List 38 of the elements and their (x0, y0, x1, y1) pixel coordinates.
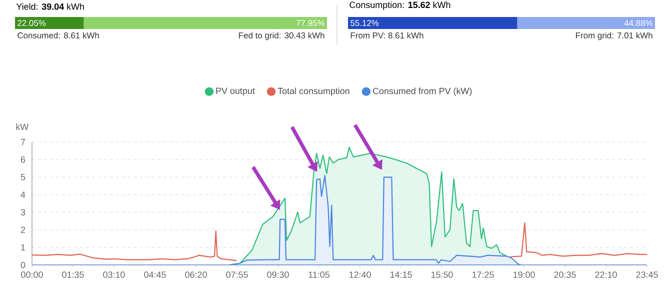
x-tick-label: 15:50 (431, 272, 453, 278)
x-tick-label: 01:35 (62, 272, 84, 278)
data-label: 22.05% (18, 20, 46, 26)
y-tick-label: 3 (20, 209, 26, 216)
text: From PV: 8.61 kWh (350, 32, 424, 38)
x-tick-label: 23:45 (636, 272, 658, 278)
text: Consumed: 8.61 kWh (18, 32, 99, 38)
x-tick-label: 06:20 (185, 272, 207, 278)
legend-label: Total consumption (278, 88, 350, 96)
x-tick-label: 20:35 (554, 272, 576, 278)
y-tick-label: 4 (20, 192, 26, 198)
y-tick-label: 7 (20, 138, 26, 146)
x-tick-label: 12:40 (349, 272, 371, 278)
x-tick-label: 07:55 (226, 272, 248, 278)
y-tick-label: 1 (21, 244, 26, 251)
x-tick-label: 03:10 (103, 272, 125, 278)
x-tick-label: 22:10 (595, 272, 617, 278)
x-tick-label: 00:00 (21, 272, 43, 278)
y-axis-title: kW (16, 123, 29, 130)
x-tick-label: 09:30 (267, 272, 289, 278)
y-tick-label: 2 (20, 226, 26, 233)
x-tick-label: 17:25 (472, 272, 494, 278)
chart-title: Yield: 39.04 kWh (16, 3, 84, 10)
y-tick-label: 6 (20, 156, 26, 163)
y-tick-label: 0 (20, 262, 26, 268)
chart-title: Consumption: 15.62 kWh (350, 1, 450, 10)
text: From grid: 7.01 kWh (576, 32, 652, 40)
x-tick-label: 14:15 (390, 272, 412, 278)
y-tick-label: 5 (20, 174, 26, 180)
x-tick-label: 19:00 (513, 272, 535, 278)
data-label: 77.95% (296, 20, 325, 26)
text: Fed to grid: 30.43 kWh (239, 32, 324, 40)
legend-label: PV output (216, 88, 255, 96)
x-tick-label: 04:45 (144, 272, 166, 278)
x-tick-label: 11:05 (308, 272, 330, 278)
data-label: 44.88% (624, 20, 653, 26)
legend-label: Consumed from PV (kW) (372, 88, 472, 96)
data-label: 55.12% (350, 20, 379, 26)
